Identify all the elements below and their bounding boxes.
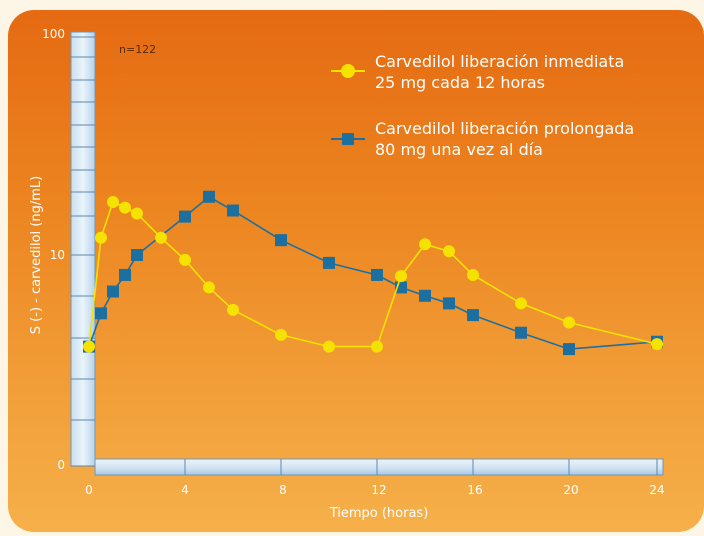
legend-sublabel-immediate: 25 mg cada 12 horas — [375, 73, 545, 92]
data-point-immediate — [83, 341, 95, 353]
x-tick-label-12: 12 — [371, 483, 386, 497]
data-point-immediate — [227, 304, 239, 316]
data-point-prolonged — [119, 269, 131, 281]
data-point-prolonged — [179, 211, 191, 223]
y-tick-label-100: 100 — [42, 27, 65, 41]
data-point-immediate — [443, 245, 455, 257]
data-point-immediate — [467, 269, 479, 281]
data-point-immediate — [179, 254, 191, 266]
data-point-prolonged — [131, 249, 143, 261]
sample-size-note: n=122 — [119, 43, 156, 56]
legend-item-prolonged: Carvedilol liberación prolongada 80 mg u… — [331, 119, 634, 159]
y-axis-bar — [71, 32, 95, 466]
legend: Carvedilol liberación inmediata 25 mg ca… — [331, 52, 634, 159]
data-point-immediate — [155, 232, 167, 244]
data-point-immediate — [107, 196, 119, 208]
x-tick-label-8: 8 — [279, 483, 287, 497]
legend-sublabel-prolonged: 80 mg una vez al día — [375, 140, 543, 159]
x-tick-label-4: 4 — [181, 483, 189, 497]
data-point-immediate — [419, 238, 431, 250]
data-point-immediate — [515, 297, 527, 309]
series-layer — [83, 191, 663, 355]
data-point-prolonged — [467, 309, 479, 321]
data-point-immediate — [371, 341, 383, 353]
data-point-immediate — [563, 317, 575, 329]
data-point-immediate — [131, 208, 143, 220]
chart-panel: 100 10 0 0 4 8 12 16 20 24 Tiempo (horas… — [8, 10, 704, 532]
y-axis-title: S (-) - carvedilol (ng/mL) — [29, 176, 44, 334]
x-tick-label-20: 20 — [563, 483, 578, 497]
x-tick-label-0: 0 — [85, 483, 93, 497]
data-point-prolonged — [107, 286, 119, 298]
data-point-prolonged — [95, 307, 107, 319]
legend-label-prolonged: Carvedilol liberación prolongada — [375, 119, 634, 138]
data-point-immediate — [95, 232, 107, 244]
data-point-immediate — [323, 341, 335, 353]
legend-marker-immediate — [341, 64, 355, 78]
data-point-immediate — [651, 338, 663, 350]
data-point-prolonged — [371, 269, 383, 281]
y-tick-label-10: 10 — [50, 248, 65, 262]
data-point-prolonged — [419, 290, 431, 302]
data-point-prolonged — [203, 191, 215, 203]
data-point-immediate — [203, 281, 215, 293]
x-tick-label-24: 24 — [649, 483, 664, 497]
y-tick-label-0: 0 — [57, 458, 65, 472]
legend-marker-prolonged — [342, 133, 354, 145]
data-point-prolonged — [323, 257, 335, 269]
data-point-prolonged — [515, 327, 527, 339]
legend-label-immediate: Carvedilol liberación inmediata — [375, 52, 624, 71]
data-point-prolonged — [275, 234, 287, 246]
x-axis-title: Tiempo (horas) — [329, 506, 429, 521]
series-prolonged — [83, 191, 663, 355]
data-point-immediate — [395, 270, 407, 282]
legend-item-immediate: Carvedilol liberación inmediata 25 mg ca… — [331, 52, 624, 92]
data-point-prolonged — [227, 205, 239, 217]
x-axis-bar — [95, 459, 663, 475]
data-point-immediate — [275, 329, 287, 341]
data-point-prolonged — [443, 297, 455, 309]
x-tick-label-16: 16 — [467, 483, 482, 497]
data-point-prolonged — [563, 343, 575, 355]
chart-svg: 100 10 0 0 4 8 12 16 20 24 Tiempo (horas… — [8, 10, 704, 532]
data-point-immediate — [119, 202, 131, 214]
